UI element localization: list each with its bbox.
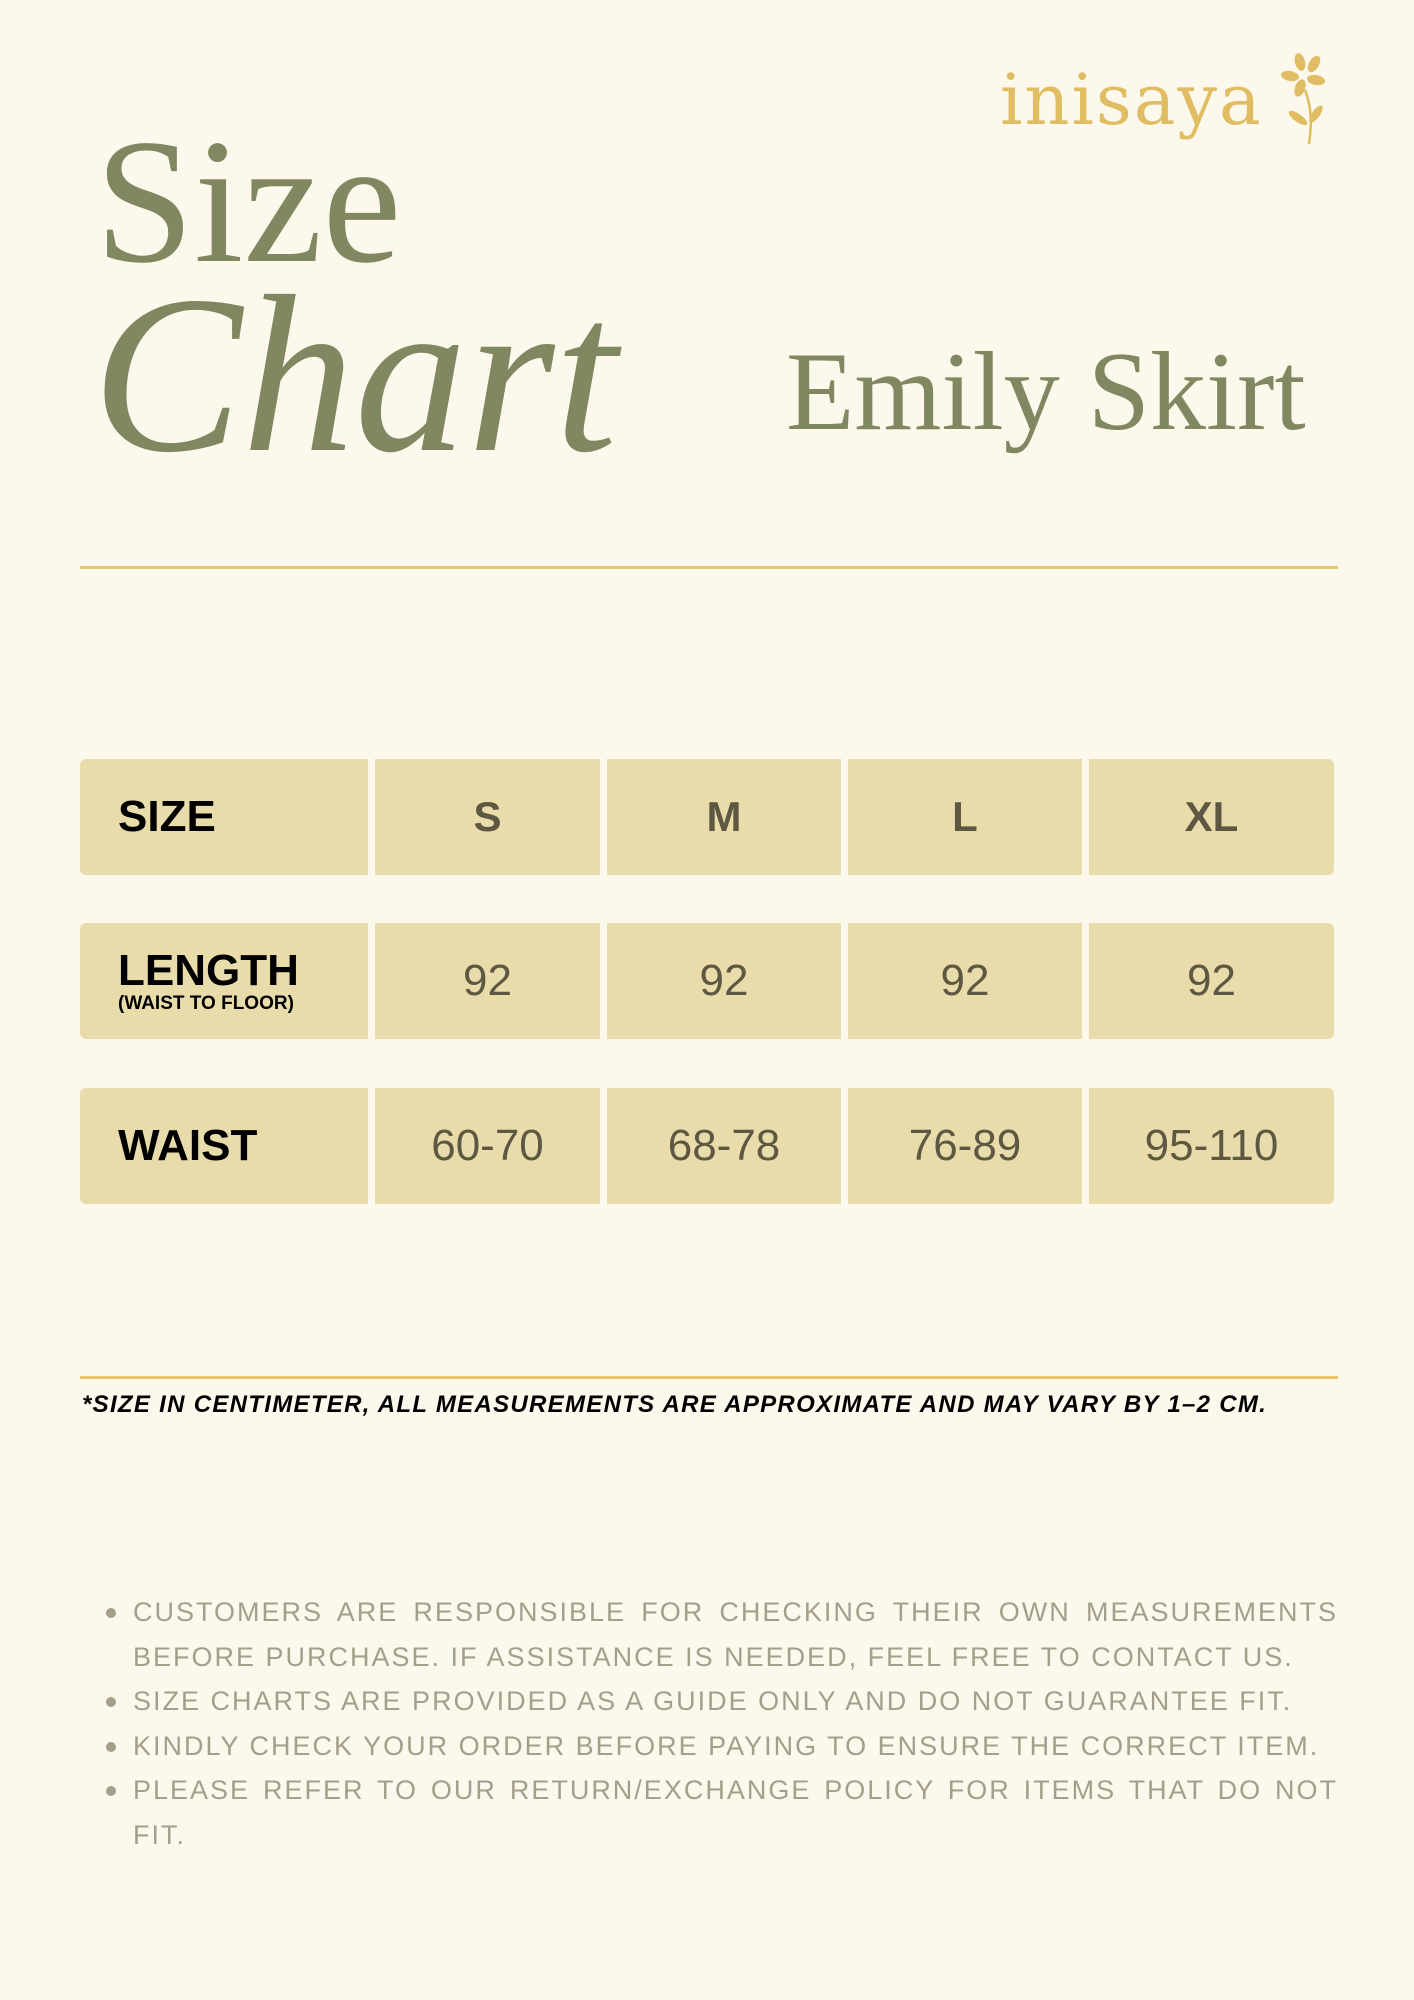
title-chart: Chart [92, 249, 618, 499]
waist-l: 76-89 [848, 1088, 1082, 1204]
table-row-length: LENGTH (WAIST TO FLOOR) 92 92 92 92 [80, 923, 1334, 1039]
waist-xl: 95-110 [1089, 1088, 1334, 1204]
size-header-l: L [848, 759, 1082, 875]
bullet-icon [106, 1608, 116, 1618]
size-header-xl: XL [1089, 759, 1334, 875]
table-row-waist: WAIST 60-70 68-78 76-89 95-110 [80, 1088, 1334, 1204]
list-item: PLEASE REFER TO OUR RETURN/EXCHANGE POLI… [106, 1768, 1338, 1857]
waist-m: 68-78 [607, 1088, 841, 1204]
length-s: 92 [375, 923, 600, 1039]
title-size: Size [95, 102, 402, 300]
flower-icon [1281, 53, 1325, 145]
header-label-cell: SIZE [80, 759, 368, 875]
product-name: Emily Skirt [786, 330, 1306, 454]
length-m: 92 [607, 923, 841, 1039]
length-xl: 92 [1089, 923, 1334, 1039]
list-item: KINDLY CHECK YOUR ORDER BEFORE PAYING TO… [106, 1724, 1338, 1769]
waist-label: WAIST [118, 1121, 258, 1170]
footnote: *SIZE IN CENTIMETER, ALL MEASUREMENTS AR… [82, 1391, 1268, 1418]
brand-logo: inisaya [1000, 50, 1340, 150]
waist-s: 60-70 [375, 1088, 600, 1204]
note-text: SIZE CHARTS ARE PROVIDED AS A GUIDE ONLY… [133, 1686, 1293, 1716]
length-label-cell: LENGTH (WAIST TO FLOOR) [80, 923, 368, 1039]
brand-logo-text: inisaya [1000, 59, 1263, 141]
note-text: PLEASE REFER TO OUR RETURN/EXCHANGE POLI… [133, 1775, 1338, 1850]
bullet-icon [106, 1741, 116, 1752]
table-header-row: SIZE S M L XL [80, 759, 1334, 875]
bullet-icon [106, 1786, 116, 1796]
note-text: KINDLY CHECK YOUR ORDER BEFORE PAYING TO… [133, 1730, 1320, 1761]
waist-label-cell: WAIST [80, 1088, 368, 1204]
top-divider [80, 566, 1338, 569]
length-label: LENGTH [118, 946, 299, 995]
header-label: SIZE [118, 792, 216, 841]
length-l: 92 [848, 923, 1082, 1039]
size-header-s: S [375, 759, 600, 875]
note-text: CUSTOMERS ARE RESPONSIBLE FOR CHECKING T… [133, 1597, 1338, 1672]
list-item: SIZE CHARTS ARE PROVIDED AS A GUIDE ONLY… [106, 1679, 1338, 1724]
size-header-m: M [607, 759, 841, 875]
bottom-divider [80, 1376, 1338, 1379]
list-item: CUSTOMERS ARE RESPONSIBLE FOR CHECKING T… [106, 1590, 1338, 1679]
bullet-icon [106, 1697, 116, 1707]
notes-list: CUSTOMERS ARE RESPONSIBLE FOR CHECKING T… [106, 1590, 1338, 1857]
length-sublabel: (WAIST TO FLOOR) [118, 993, 294, 1014]
